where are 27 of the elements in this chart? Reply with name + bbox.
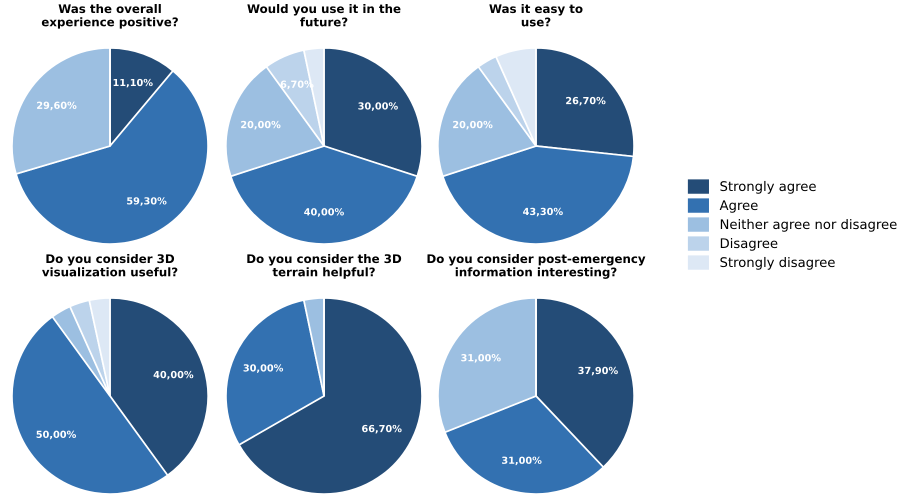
chart-title: Was the overall experience positive? — [42, 4, 178, 29]
data-label: 40,00% — [304, 208, 344, 217]
data-label: 20,00% — [241, 120, 281, 130]
chart-title: Was it easy to use? — [489, 4, 583, 26]
data-label: 66,70% — [362, 424, 402, 434]
data-label: 37,90% — [578, 366, 618, 376]
chart-title: Would you use it in the future? — [247, 4, 400, 26]
data-label: 30,00% — [244, 364, 284, 373]
legend-label: Neither agree nor disagree — [720, 218, 897, 232]
data-label: 20,00% — [453, 120, 493, 130]
data-label: 11,10% — [114, 78, 153, 88]
legend-label: Strongly disagree — [720, 256, 835, 270]
chart-title: Do you consider post-emergency information interesting? — [428, 254, 646, 279]
data-label: 30,00% — [358, 102, 398, 111]
data-label: 50,00% — [36, 430, 76, 440]
data-label: 31,00% — [461, 354, 501, 363]
legend-label: Strongly agree — [720, 180, 816, 194]
data-label: 43,30% — [523, 208, 563, 216]
data-label: 31,00% — [502, 456, 542, 466]
data-label: 59,30% — [127, 197, 167, 206]
data-label: 29,60% — [37, 102, 76, 110]
data-label: 40,00% — [154, 370, 194, 380]
chart-title: Do you consider 3D visualization useful? — [42, 254, 178, 276]
data-label: 26,70% — [566, 96, 606, 106]
chart-title: Do you consider the 3D terrain helpful? — [247, 254, 402, 279]
legend-label: Disagree — [720, 238, 778, 251]
legend-label: Agree — [720, 200, 758, 213]
